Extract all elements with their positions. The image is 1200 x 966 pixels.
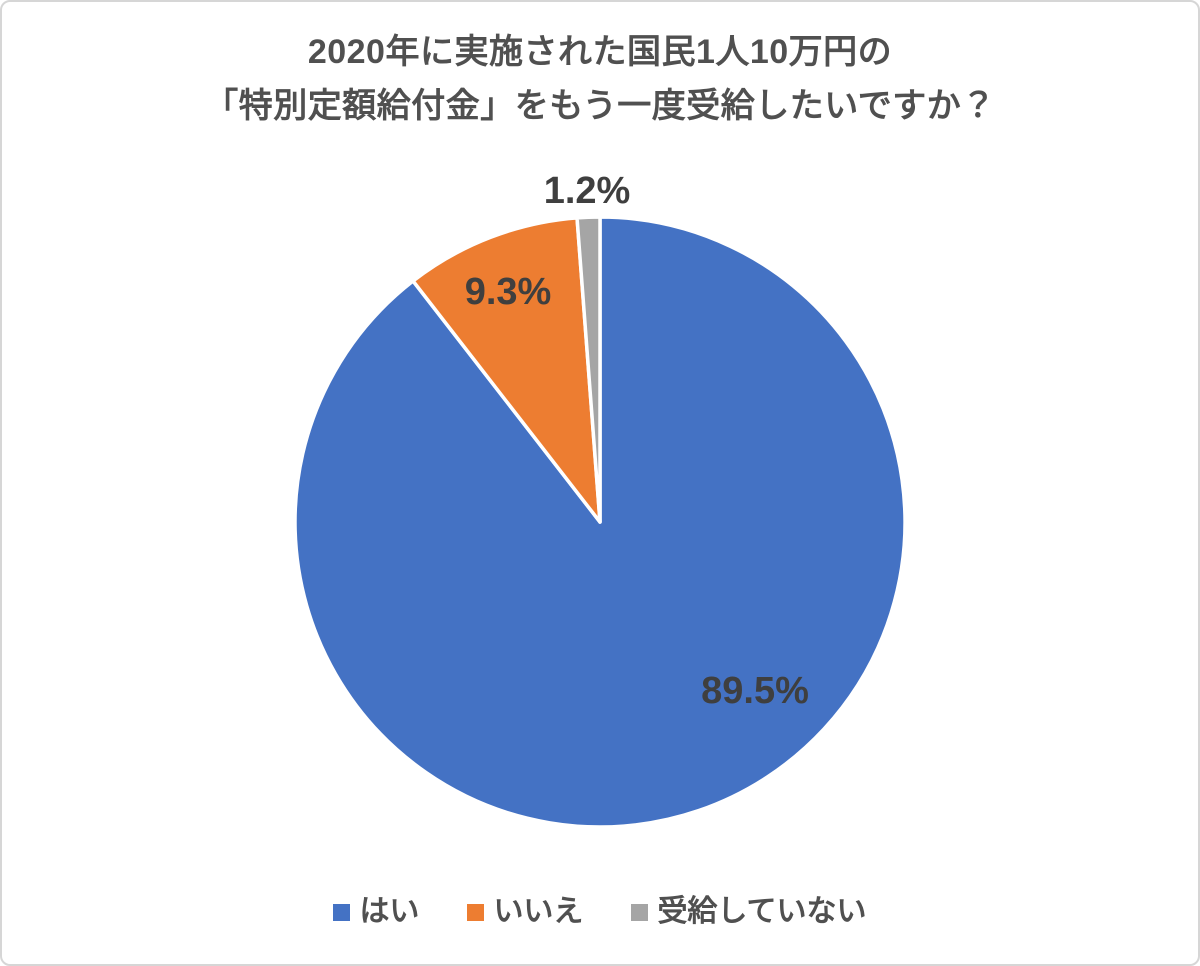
data-label-jukyu-shiteinai: 1.2%: [544, 170, 631, 212]
data-label-hai: 89.5%: [701, 670, 809, 712]
legend-swatch-hai-icon: [333, 903, 351, 921]
pie-slice-iie[interactable]: [411, 216, 602, 524]
legend-label-iie: いいえ: [493, 895, 584, 928]
chart-title: 2020年に実施された国民1人10万円の 「特別定額給付金」をもう一度受給したい…: [2, 26, 1198, 133]
legend-label-jukyu-shiteinai: 受給していない: [657, 895, 867, 928]
legend-item-iie[interactable]: いいえ: [467, 894, 583, 930]
legend-swatch-iie-icon: [467, 903, 485, 921]
legend-item-hai[interactable]: はい: [333, 894, 419, 930]
pie-slice-jukyu-shiteinai[interactable]: [575, 215, 602, 524]
legend-swatch-jukyu-shiteinai-icon: [631, 903, 649, 921]
legend: はい いいえ 受給していない: [2, 894, 1198, 930]
legend-label-hai: はい: [359, 895, 420, 928]
legend-item-jukyu-shiteinai[interactable]: 受給していない: [631, 894, 867, 930]
data-label-iie: 9.3%: [465, 271, 552, 313]
chart-title-line1: 2020年に実施された国民1人10万円の: [307, 33, 893, 71]
chart-title-line2: 「特別定額給付金」をもう一度受給したいですか？: [204, 86, 996, 125]
